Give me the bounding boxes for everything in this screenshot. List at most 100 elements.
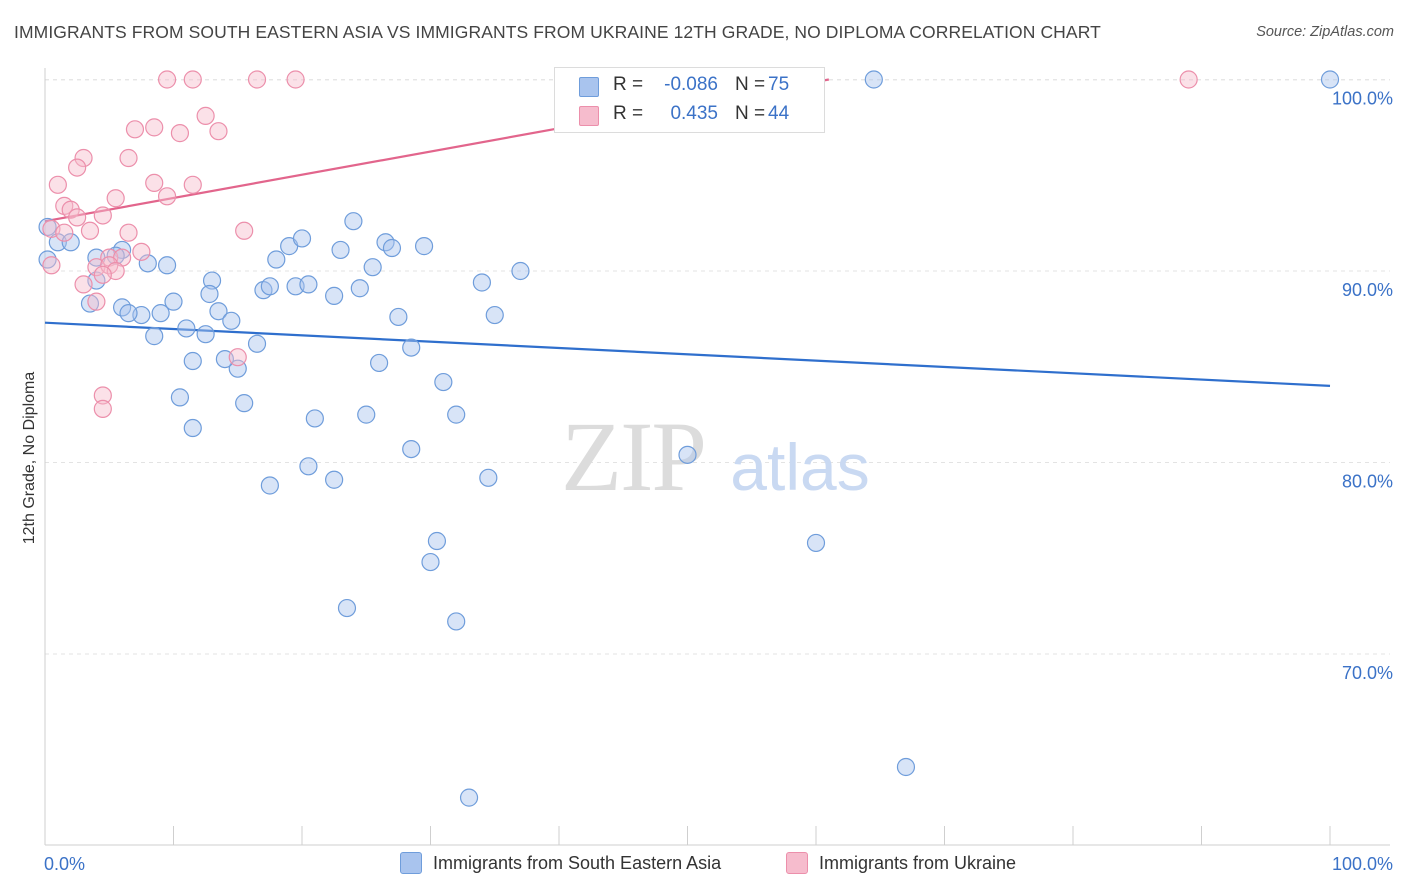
point-ukraine xyxy=(87,292,106,311)
point-sea xyxy=(357,405,376,424)
point-sea xyxy=(209,302,228,321)
point-ukraine xyxy=(119,148,138,168)
point-sea xyxy=(479,468,498,487)
point-sea xyxy=(511,261,530,281)
point-sea xyxy=(164,292,183,311)
watermark-zip: ZIP xyxy=(561,401,705,512)
point-sea xyxy=(138,254,157,273)
point-sea xyxy=(325,470,344,489)
point-ukraine xyxy=(125,120,145,139)
point-sea xyxy=(106,246,125,265)
series-legend-item-ukraine: Immigrants from Ukraine xyxy=(786,852,1016,874)
point-sea xyxy=(145,327,164,346)
point-ukraine xyxy=(93,265,112,284)
legend-r-value: -0.086 xyxy=(664,74,718,95)
point-ukraine xyxy=(157,70,177,89)
gridlines xyxy=(45,79,1390,655)
point-sea xyxy=(331,240,350,260)
point-sea xyxy=(427,531,447,551)
point-sea xyxy=(61,233,80,252)
point-sea xyxy=(389,307,408,327)
point-sea xyxy=(678,445,697,464)
legend-n-label: N = xyxy=(735,103,766,124)
point-sea xyxy=(864,70,883,89)
legend-row-sea: R = -0.086 N = 75 xyxy=(555,71,824,101)
legend-r-value: 0.435 xyxy=(670,103,718,124)
legend-swatch-ukraine xyxy=(579,106,599,126)
correlation-legend: R = -0.086 N = 75 R = 0.435 N = 44 xyxy=(554,67,825,133)
point-sea xyxy=(119,304,138,323)
point-ukraine xyxy=(74,148,93,168)
series-swatch-ukraine xyxy=(786,852,808,874)
axes xyxy=(44,68,1390,846)
point-ukraine xyxy=(80,221,100,240)
point-sea xyxy=(350,279,369,298)
point-sea xyxy=(382,238,402,258)
point-ukraine xyxy=(93,206,112,225)
point-sea xyxy=(344,212,363,231)
point-ukraine xyxy=(93,399,112,418)
point-ukraine xyxy=(48,175,67,194)
point-sea xyxy=(202,271,222,290)
point-sea xyxy=(402,338,421,357)
point-sea xyxy=(222,311,241,330)
point-sea xyxy=(402,439,421,459)
point-ukraine xyxy=(68,158,87,177)
point-sea xyxy=(260,476,279,495)
legend-n-label: N = xyxy=(735,74,766,95)
legend-swatch-sea xyxy=(579,77,599,97)
point-sea xyxy=(299,275,318,294)
point-sea xyxy=(363,258,382,277)
point-sea xyxy=(421,552,440,572)
point-ukraine xyxy=(55,223,74,242)
point-ukraine xyxy=(235,221,254,240)
point-sea xyxy=(235,394,254,413)
point-sea xyxy=(80,294,100,313)
point-sea xyxy=(196,325,215,344)
point-sea xyxy=(459,788,479,807)
y-tick-label: 90.0% xyxy=(1342,280,1393,300)
x-tick-label: 100.0% xyxy=(1332,854,1393,874)
series-legend-label: Immigrants from Ukraine xyxy=(819,852,1017,873)
point-sea xyxy=(292,229,312,248)
point-ukraine xyxy=(286,70,305,89)
source-credit: Source: ZipAtlas.com xyxy=(1256,24,1394,40)
watermark: ZIP atlas xyxy=(561,401,870,512)
point-sea xyxy=(260,277,279,296)
point-sea xyxy=(472,273,491,292)
x-tick-label: 0.0% xyxy=(44,854,85,874)
point-sea xyxy=(247,334,267,353)
point-ukraine xyxy=(196,106,215,125)
watermark-atlas: atlas xyxy=(730,430,869,504)
point-sea xyxy=(151,304,170,323)
y-tick-label: 70.0% xyxy=(1342,663,1393,683)
point-sea xyxy=(414,237,434,256)
point-ukraine xyxy=(93,386,112,405)
point-sea xyxy=(267,250,286,269)
point-sea xyxy=(200,284,219,304)
point-ukraine xyxy=(183,70,202,89)
legend-n-value: 75 xyxy=(768,74,790,95)
point-ukraine xyxy=(183,175,202,194)
point-sea xyxy=(183,418,202,438)
point-sea xyxy=(305,409,324,428)
series-legend: Immigrants from South Eastern Asia Immig… xyxy=(0,852,1406,878)
point-ukraine xyxy=(247,70,267,89)
point-ukraine xyxy=(1179,70,1198,89)
point-sea xyxy=(183,351,202,371)
point-ukraine xyxy=(145,173,164,193)
point-ukraine xyxy=(106,189,125,208)
point-sea xyxy=(806,533,826,553)
tick-labels: 70.0% 80.0% 90.0% 100.0% 0.0% 100.0% xyxy=(44,89,1393,875)
point-sea xyxy=(337,598,357,618)
point-sea xyxy=(299,457,318,476)
point-sea xyxy=(1320,70,1340,89)
chart-title: IMMIGRANTS FROM SOUTH EASTERN ASIA VS IM… xyxy=(14,22,1101,42)
y-tick-label: 80.0% xyxy=(1342,472,1393,492)
y-tick-label: 100.0% xyxy=(1332,89,1393,109)
point-sea xyxy=(157,256,177,275)
series-swatch-sea xyxy=(400,852,422,874)
legend-row-ukraine: R = 0.435 N = 44 xyxy=(555,100,824,130)
point-sea xyxy=(447,405,466,424)
point-ukraine xyxy=(170,124,190,143)
